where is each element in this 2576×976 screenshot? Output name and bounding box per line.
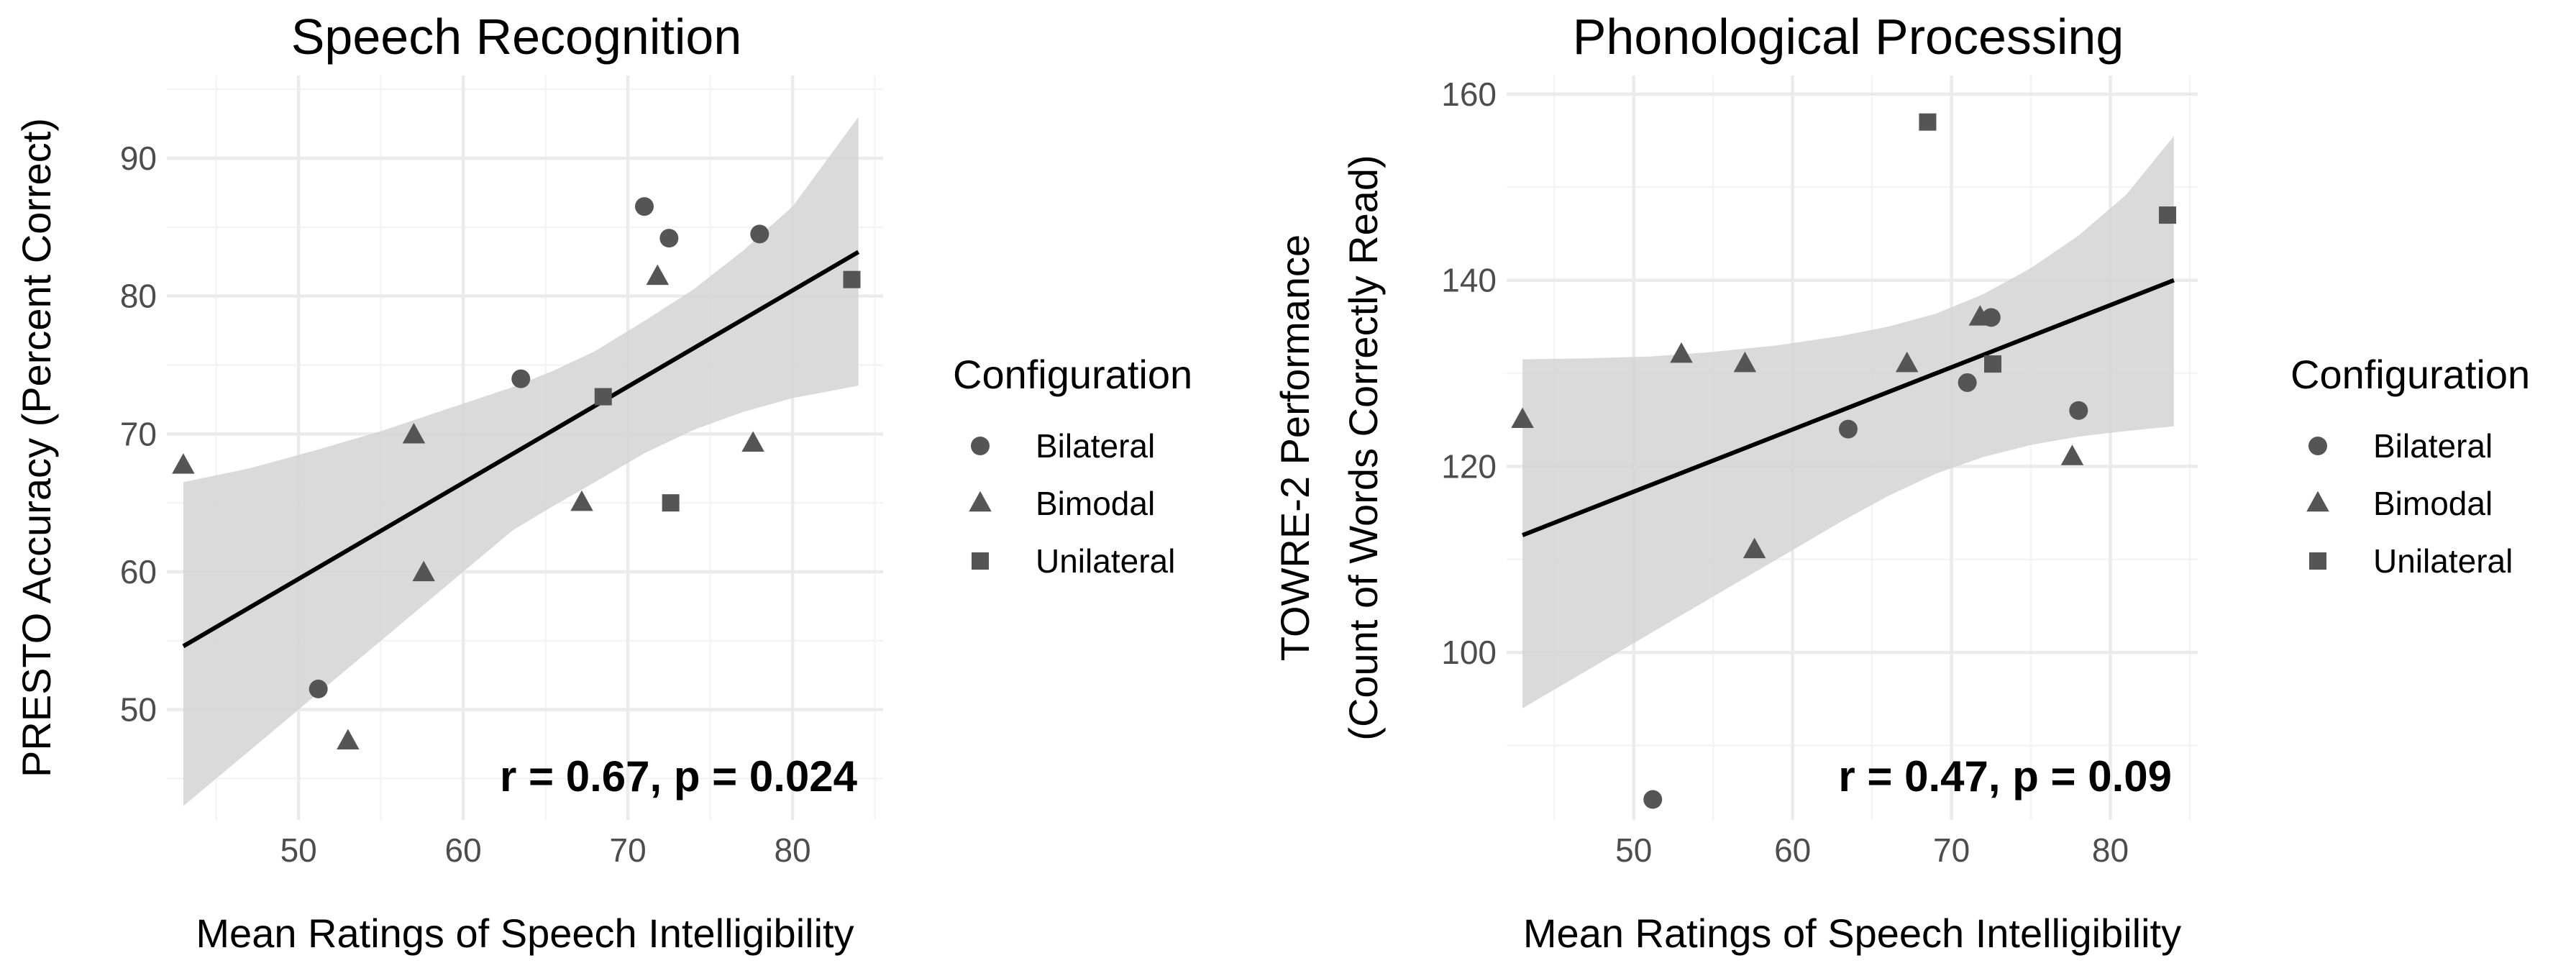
x-tick-label: 70 [610, 831, 647, 869]
y-axis-title: (Count of Words Correctly Read) [1340, 155, 1386, 740]
stats-annotation: r = 0.67, p = 0.024 [500, 752, 858, 801]
data-point-bimodal [172, 453, 195, 474]
data-point-bimodal [646, 264, 670, 286]
data-point-bimodal [1743, 537, 1766, 559]
legend-label-bimodal: Bimodal [2373, 485, 2493, 522]
data-point-unilateral [662, 494, 680, 512]
x-tick-label: 50 [1615, 831, 1652, 869]
x-axis-title: Mean Ratings of Speech Intelligibility [196, 911, 854, 956]
y-tick-label: 100 [1441, 634, 1497, 671]
data-point-bilateral [659, 229, 679, 248]
legend-label-bimodal: Bimodal [1036, 485, 1155, 522]
y-tick-label: 90 [120, 140, 157, 177]
legend-label-unilateral: Unilateral [2373, 542, 2513, 580]
confidence-band [183, 117, 859, 806]
data-point-bimodal [2060, 444, 2084, 465]
legend-key-unilateral-icon [972, 552, 989, 570]
data-point-unilateral [1984, 355, 2002, 373]
legend-label-bilateral: Bilateral [1036, 427, 1155, 465]
chart-panel-2: 50 60 70 80 100 120 140 160 r = 0.47, p = 0.09 Ph… [1272, 9, 2530, 956]
x-tick-label: 80 [2092, 831, 2129, 869]
data-point-bilateral [1981, 308, 2001, 327]
data-point-bimodal [1670, 342, 1693, 363]
y-axis-title: TOWRE-2 Performance [1272, 234, 1317, 661]
legend-key-bilateral-icon [971, 437, 990, 455]
data-point-unilateral [594, 388, 612, 406]
y-axis-title: PRESTO Accuracy (Percent Correct) [14, 118, 59, 777]
chart-title: Speech Recognition [291, 9, 742, 65]
legend-key-bimodal-icon [2306, 491, 2329, 512]
x-tick-label: 50 [280, 831, 317, 869]
data-point-bimodal [337, 729, 360, 749]
legend-title: Configuration [953, 352, 1192, 397]
y-tick-label: 80 [120, 278, 157, 315]
data-point-unilateral [1919, 113, 1937, 131]
x-tick-label: 70 [1933, 831, 1970, 869]
legend: Configuration Bilateral Bimodal Unilateral [953, 352, 1192, 580]
data-point-bilateral [309, 679, 328, 698]
data-point-unilateral [843, 270, 861, 288]
data-point-unilateral [2159, 206, 2177, 224]
legend-label-unilateral: Unilateral [1036, 542, 1175, 580]
data-point-bimodal [570, 490, 593, 511]
data-point-bimodal [1895, 351, 1919, 373]
y-tick-label: 60 [120, 553, 157, 590]
x-tick-label: 60 [1774, 831, 1811, 869]
x-tick-label: 80 [774, 831, 810, 869]
data-point-bimodal [412, 560, 435, 582]
y-tick-label: 50 [120, 691, 157, 729]
data-point-bilateral [635, 197, 654, 216]
y-tick-label: 120 [1441, 447, 1497, 485]
data-point-bimodal [741, 431, 764, 452]
legend-key-unilateral-icon [2309, 552, 2326, 570]
regression-line [182, 250, 860, 649]
stats-annotation: r = 0.47, p = 0.09 [1838, 752, 2172, 801]
data-point-bilateral [1643, 790, 1663, 809]
data-point-bilateral [750, 224, 769, 244]
chart-title: Phonological Processing [1573, 9, 2124, 65]
data-point-bimodal [1511, 407, 1534, 428]
data-point-bilateral [2069, 401, 2088, 420]
y-tick-label: 140 [1441, 262, 1497, 299]
chart-panel-1: 50 60 70 80 50 60 70 80 90 r = 0.67, p = 0.024 Spe… [14, 9, 1192, 956]
data-point-bimodal [402, 423, 426, 444]
data-point-bilateral [511, 369, 531, 388]
regression-line [1521, 278, 2175, 537]
y-tick-label: 70 [120, 415, 157, 452]
x-axis-title: Mean Ratings of Speech Intelligibility [1523, 911, 2181, 956]
legend-key-bimodal-icon [969, 491, 992, 512]
legend: Configuration Bilateral Bimodal Unilateral [2290, 352, 2530, 580]
data-point-bilateral [1838, 419, 1858, 439]
data-point-bilateral [1958, 373, 1977, 392]
legend-title: Configuration [2290, 352, 2530, 397]
y-tick-label: 160 [1441, 76, 1497, 113]
data-point-bimodal [1733, 351, 1757, 373]
legend-label-bilateral: Bilateral [2373, 427, 2493, 465]
legend-key-bilateral-icon [2308, 437, 2327, 455]
x-tick-label: 60 [445, 831, 482, 869]
